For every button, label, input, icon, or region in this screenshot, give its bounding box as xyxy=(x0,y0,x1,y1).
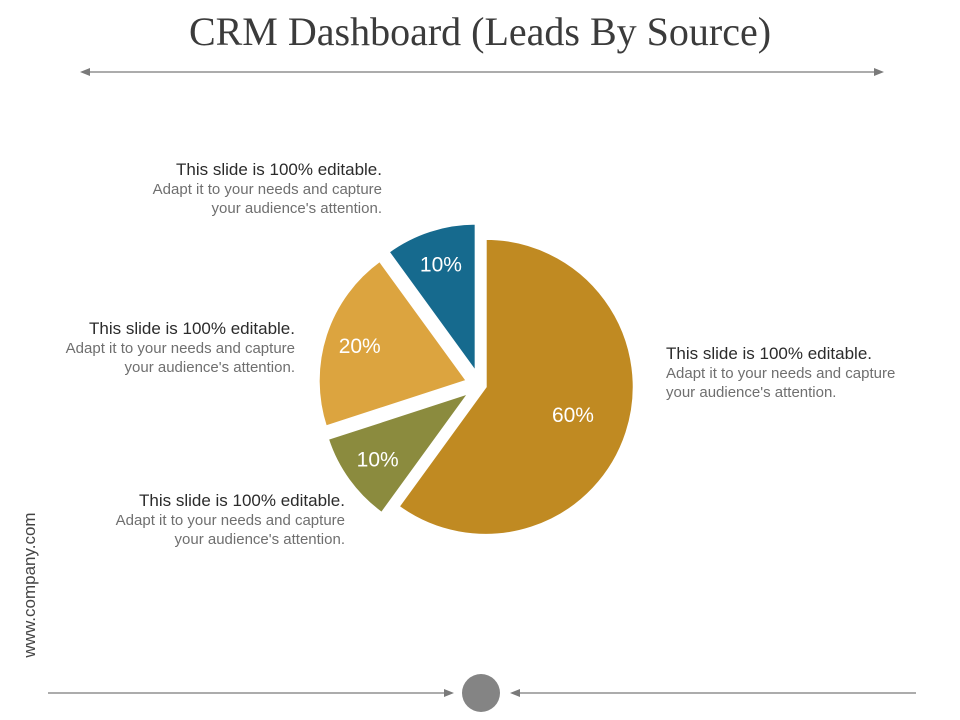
footer-left-arrow xyxy=(48,689,454,697)
pie-slice-3 xyxy=(387,222,477,375)
company-url: www.company.com xyxy=(20,512,39,658)
pie-slice-label-0: 60% xyxy=(552,404,594,427)
callout-text: Adapt it to your needs and capture your … xyxy=(65,340,295,376)
pie-slice-2 xyxy=(317,259,469,428)
footer-dot xyxy=(462,674,500,712)
callout-heading: This slide is 100% editable. xyxy=(88,319,295,338)
pie-slice-label-1: 10% xyxy=(357,448,399,471)
callout-heading: This slide is 100% editable. xyxy=(666,344,873,363)
pie-slice-label-2: 20% xyxy=(339,335,381,358)
title-divider-arrow xyxy=(80,68,884,76)
callout-top: This slide is 100% editable. Adapt it to… xyxy=(120,160,382,218)
page-title: CRM Dashboard (Leads By Source) xyxy=(188,9,772,54)
pie-slice-label-3: 10% xyxy=(420,254,462,277)
callout-heading: This slide is 100% editable. xyxy=(175,160,382,179)
callout-heading: This slide is 100% editable. xyxy=(138,491,345,510)
callout-right: This slide is 100% editable. Adapt it to… xyxy=(666,344,906,402)
callout-middle-left: This slide is 100% editable. Adapt it to… xyxy=(40,319,295,377)
callout-text: Adapt it to your needs and capture your … xyxy=(666,365,896,401)
footer-right-arrow xyxy=(510,689,916,697)
pie-slice-0 xyxy=(397,237,635,536)
pie-slice-1 xyxy=(326,391,472,515)
callout-text: Adapt it to your needs and capture your … xyxy=(152,181,382,217)
callout-text: Adapt it to your needs and capture your … xyxy=(115,512,345,548)
callout-bottom-left: This slide is 100% editable. Adapt it to… xyxy=(90,491,345,549)
